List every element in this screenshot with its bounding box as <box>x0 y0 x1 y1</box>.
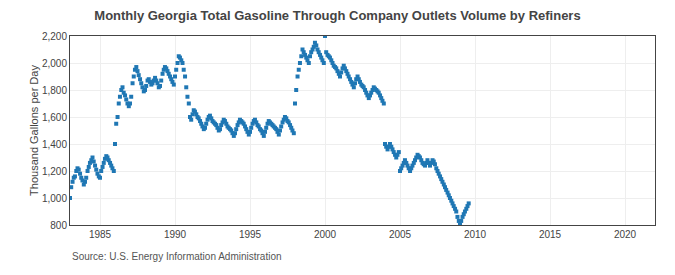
svg-text:2,200: 2,200 <box>42 31 67 42</box>
svg-text:2,000: 2,000 <box>42 58 67 69</box>
svg-text:1,800: 1,800 <box>42 85 67 96</box>
svg-text:1995: 1995 <box>239 229 262 240</box>
svg-text:Monthly Georgia Total Gasoline: Monthly Georgia Total Gasoline Through C… <box>94 8 580 23</box>
svg-text:1,200: 1,200 <box>42 166 67 177</box>
svg-text:2020: 2020 <box>614 229 637 240</box>
svg-text:Thousand Gallons per Day: Thousand Gallons per Day <box>28 65 40 196</box>
svg-text:2000: 2000 <box>314 229 337 240</box>
svg-text:800: 800 <box>50 220 67 231</box>
svg-text:1,000: 1,000 <box>42 193 67 204</box>
svg-text:2015: 2015 <box>539 229 562 240</box>
svg-text:2005: 2005 <box>389 229 412 240</box>
svg-text:1985: 1985 <box>89 229 112 240</box>
svg-text:2010: 2010 <box>464 229 487 240</box>
svg-text:1,600: 1,600 <box>42 112 67 123</box>
svg-text:1,400: 1,400 <box>42 139 67 150</box>
svg-text:1990: 1990 <box>164 229 187 240</box>
svg-text:Source: U.S. Energy Informatio: Source: U.S. Energy Information Administ… <box>72 251 282 262</box>
